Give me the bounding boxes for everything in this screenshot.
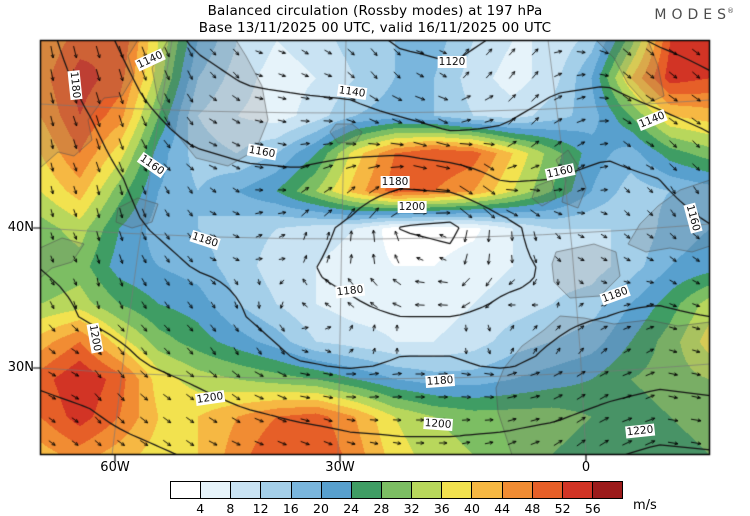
colorbar-segment <box>502 482 533 498</box>
colorbar-segment <box>321 482 352 498</box>
colorbar-segment <box>562 482 593 498</box>
colorbar-segment <box>472 482 503 498</box>
colorbar-tick-label: 32 <box>403 501 420 516</box>
contour-label: 1180 <box>425 374 455 388</box>
colorbar-tick-label: 28 <box>373 501 390 516</box>
colorbar-tick-label: 52 <box>554 501 571 516</box>
colorbar-segment <box>532 482 563 498</box>
lat-axis-label: 30N <box>7 360 34 375</box>
colorbar-units-label: m/s <box>633 498 657 513</box>
colorbar-segment <box>592 482 623 498</box>
colorbar-segment <box>381 482 413 498</box>
colorbar-segment <box>351 482 382 498</box>
colorbar-tick-label: 56 <box>584 501 601 516</box>
contour-label: 1180 <box>380 176 410 188</box>
colorbar-segment <box>412 482 443 498</box>
contour-label: 1200 <box>423 417 453 431</box>
colorbar-segment <box>442 482 473 498</box>
colorbar-tick-label: 16 <box>282 501 299 516</box>
contour-label: 1120 <box>437 56 467 68</box>
colorbar-tick-label: 48 <box>524 501 541 516</box>
colorbar-tick-label: 4 <box>196 501 205 516</box>
colorbar-tick-label: 20 <box>313 501 329 516</box>
colorbar-segment <box>291 482 322 498</box>
lon-axis-label: 60W <box>100 460 130 475</box>
colorbar-segment <box>231 482 262 498</box>
lat-axis-label: 40N <box>7 220 34 235</box>
colorbar <box>170 481 623 499</box>
colorbar-segment <box>261 482 292 498</box>
lon-axis-label: 0 <box>581 460 591 475</box>
colorbar-tick-label: 36 <box>433 501 450 516</box>
colorbar-tick-label: 8 <box>226 501 235 516</box>
colorbar-tick-label: 12 <box>252 501 269 516</box>
colorbar-segment <box>201 482 232 498</box>
lon-axis-label: 30W <box>325 460 355 475</box>
contour-label: 1200 <box>397 201 427 213</box>
colorbar-tick-label: 40 <box>464 501 480 516</box>
colorbar-tick-label: 44 <box>494 501 511 516</box>
colorbar-tick-label: 24 <box>343 501 360 516</box>
colorbar-segment <box>171 482 202 498</box>
